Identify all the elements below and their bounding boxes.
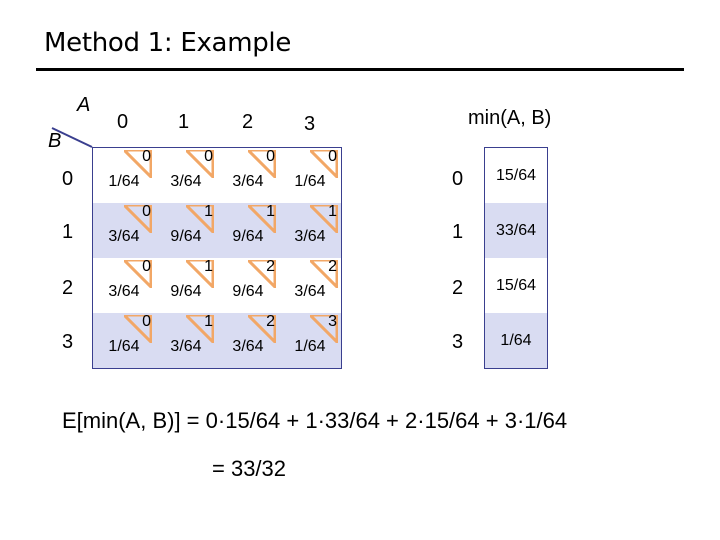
corner-triangle-icon	[186, 205, 214, 233]
joint-cell: 0 1/64	[279, 148, 341, 203]
min-prob: 1/64	[500, 332, 532, 349]
joint-probability: 3/64	[170, 338, 202, 355]
joint-cell: 0 1/64	[93, 148, 155, 203]
joint-cell: 3 1/64	[279, 313, 341, 368]
min-corner-value: 0	[142, 203, 151, 220]
joint-probability: 1/64	[108, 173, 140, 190]
corner-triangle-icon	[124, 260, 152, 288]
min-prob-cell: 15/64	[485, 148, 547, 203]
min-table-header: min(A, B)	[468, 107, 552, 129]
b-value-0: 0	[62, 168, 74, 190]
joint-probability: 1/64	[294, 338, 326, 355]
corner-triangle-icon	[248, 205, 276, 233]
min-corner-value: 0	[142, 258, 151, 275]
joint-cell: 1 9/64	[155, 203, 217, 258]
min-corner-value: 1	[204, 258, 213, 275]
joint-probability: 9/64	[170, 283, 202, 300]
joint-probability: 3/64	[232, 338, 264, 355]
corner-triangle-icon	[186, 260, 214, 288]
joint-probability: 3/64	[170, 173, 202, 190]
corner-triangle-icon	[248, 260, 276, 288]
joint-cell: 0 3/64	[217, 148, 279, 203]
joint-cell: 0 1/64	[93, 313, 155, 368]
corner-triangle-icon	[186, 315, 214, 343]
min-corner-value: 0	[142, 148, 151, 165]
a-value-1: 1	[178, 111, 190, 133]
joint-probability: 9/64	[232, 283, 264, 300]
min-corner-value: 2	[328, 258, 337, 275]
joint-probability: 9/64	[232, 228, 264, 245]
corner-triangle-icon	[310, 315, 338, 343]
min-prob: 15/64	[495, 277, 537, 294]
joint-probability: 3/64	[294, 283, 326, 300]
b-value-3: 3	[62, 331, 74, 353]
b-value-1: 1	[62, 221, 74, 243]
min-corner-value: 2	[266, 313, 275, 330]
corner-triangle-icon	[186, 150, 214, 178]
joint-probability: 3/64	[108, 283, 140, 300]
a-value-3: 3	[304, 113, 316, 135]
min-value-2: 2	[452, 277, 464, 299]
slide-title: Method 1: Example	[44, 28, 292, 58]
min-value-1: 1	[452, 221, 464, 243]
b-axis-label: B	[48, 130, 62, 152]
joint-cell: 1 3/64	[279, 203, 341, 258]
joint-cell: 0 3/64	[93, 258, 155, 313]
min-corner-value: 2	[266, 258, 275, 275]
joint-cell: 0 3/64	[93, 203, 155, 258]
joint-probability-table: 0 1/64 0 3/64 0 3/64 0 1/64 0 3/64 1 9/64 1 9/64 1 3/64…	[92, 147, 342, 369]
a-axis-label: A	[77, 94, 91, 116]
joint-probability: 1/64	[108, 338, 140, 355]
min-value-0: 0	[452, 168, 464, 190]
joint-probability: 3/64	[108, 228, 140, 245]
expectation-formula: E[min(A, B)] = 0·15/64 + 1·33/64 + 2·15/…	[62, 408, 568, 433]
joint-probability: 1/64	[294, 173, 326, 190]
a-value-2: 2	[242, 111, 254, 133]
min-value-3: 3	[452, 331, 464, 353]
min-corner-value: 1	[328, 203, 337, 220]
joint-cell: 2 3/64	[279, 258, 341, 313]
min-prob-cell: 1/64	[485, 313, 547, 368]
expectation-result: = 33/32	[212, 456, 287, 481]
joint-cell: 2 9/64	[217, 258, 279, 313]
min-corner-value: 1	[204, 203, 213, 220]
min-prob: 33/64	[495, 222, 537, 239]
joint-cell: 1 3/64	[155, 313, 217, 368]
min-corner-value: 0	[266, 148, 275, 165]
joint-probability: 9/64	[170, 228, 202, 245]
min-distribution-table: 15/64 33/64 15/64 1/64	[484, 147, 548, 369]
joint-cell: 0 3/64	[155, 148, 217, 203]
joint-probability: 3/64	[294, 228, 326, 245]
corner-triangle-icon	[124, 150, 152, 178]
b-value-2: 2	[62, 277, 74, 299]
corner-triangle-icon	[310, 150, 338, 178]
corner-triangle-icon	[248, 150, 276, 178]
joint-cell: 2 3/64	[217, 313, 279, 368]
min-corner-value: 1	[266, 203, 275, 220]
corner-triangle-icon	[124, 205, 152, 233]
min-corner-value: 0	[142, 313, 151, 330]
corner-triangle-icon	[310, 260, 338, 288]
title-rule	[36, 68, 684, 71]
joint-cell: 1 9/64	[217, 203, 279, 258]
joint-cell: 1 9/64	[155, 258, 217, 313]
corner-triangle-icon	[124, 315, 152, 343]
min-corner-value: 0	[328, 148, 337, 165]
min-corner-value: 1	[204, 313, 213, 330]
min-corner-value: 0	[204, 148, 213, 165]
corner-triangle-icon	[248, 315, 276, 343]
corner-triangle-icon	[310, 205, 338, 233]
min-prob: 15/64	[495, 167, 537, 184]
min-corner-value: 3	[328, 313, 337, 330]
a-value-0: 0	[117, 111, 129, 133]
min-prob-cell: 15/64	[485, 258, 547, 313]
joint-probability: 3/64	[232, 173, 264, 190]
min-prob-cell: 33/64	[485, 203, 547, 258]
